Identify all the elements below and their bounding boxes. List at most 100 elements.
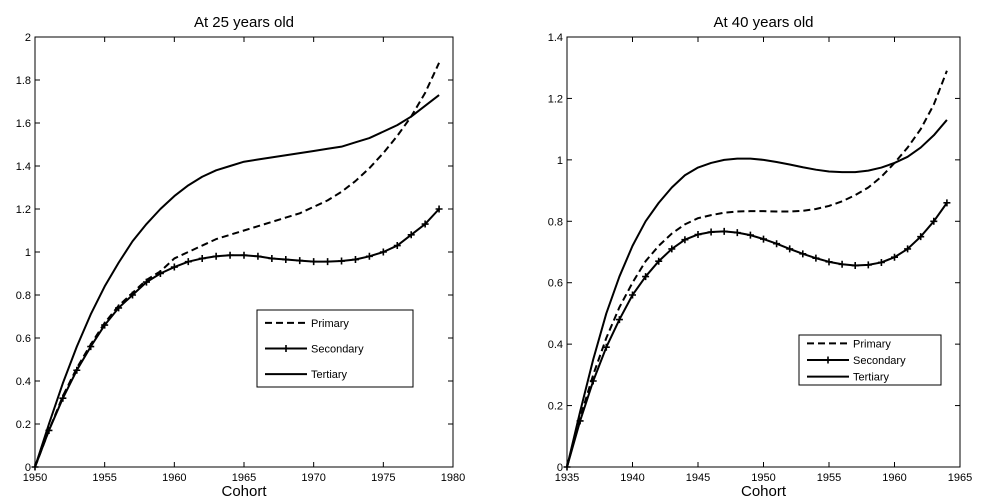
y-tick-label: 1 bbox=[557, 155, 563, 167]
x-tick-label: 1950 bbox=[751, 472, 775, 484]
legend-label-tertiary: Tertiary bbox=[853, 372, 890, 384]
data-point bbox=[760, 235, 767, 243]
y-tick-label: 2 bbox=[25, 32, 31, 44]
data-point bbox=[812, 254, 820, 262]
chart-panel-2: At 40 years old 1935 1940 1945 1950 1955 1960 1… bbox=[548, 14, 973, 500]
data-point bbox=[917, 233, 925, 241]
data-point bbox=[720, 227, 728, 235]
series-line-secondary bbox=[566, 202, 948, 468]
x-tick-label: 1970 bbox=[301, 472, 325, 484]
series-line-primary bbox=[34, 62, 440, 468]
data-point bbox=[142, 278, 150, 286]
data-point bbox=[212, 252, 220, 260]
y-tick-label: 0.4 bbox=[16, 376, 31, 388]
data-point bbox=[877, 258, 885, 266]
y-tick-label: 1.2 bbox=[16, 204, 31, 216]
legend-marker bbox=[824, 356, 832, 364]
series-line-primary bbox=[566, 70, 948, 468]
legend-marker bbox=[282, 345, 290, 352]
x-tick-label: 1955 bbox=[817, 472, 841, 484]
data-point bbox=[589, 377, 597, 385]
data-point bbox=[629, 291, 636, 299]
data-point bbox=[338, 257, 346, 265]
x-tick-label: 1940 bbox=[620, 472, 644, 484]
data-point bbox=[393, 242, 401, 250]
data-point bbox=[254, 252, 262, 260]
data-point bbox=[864, 261, 872, 269]
data-point bbox=[891, 253, 898, 261]
y-tick-label: 0.8 bbox=[16, 290, 31, 302]
data-point bbox=[198, 254, 206, 262]
x-tick-label: 1945 bbox=[686, 472, 710, 484]
y-tick-label: 0 bbox=[557, 462, 563, 474]
legend-label-tertiary: Tertiary bbox=[311, 369, 348, 381]
legend-label-primary: Primary bbox=[853, 338, 891, 350]
data-point bbox=[435, 205, 443, 213]
data-point bbox=[421, 220, 429, 228]
x-axis-label: Cohort bbox=[741, 483, 787, 500]
x-tick-label: 1960 bbox=[882, 472, 906, 484]
data-point bbox=[268, 254, 276, 262]
data-point bbox=[379, 248, 387, 256]
data-point bbox=[324, 258, 332, 266]
data-point bbox=[615, 316, 623, 324]
data-point bbox=[156, 270, 164, 277]
legend-label-secondary: Secondary bbox=[853, 355, 906, 367]
y-tick-label: 1.6 bbox=[16, 118, 31, 130]
data-point bbox=[87, 343, 95, 351]
data-point bbox=[746, 231, 754, 239]
y-tick-label: 0.6 bbox=[16, 333, 31, 345]
data-point bbox=[59, 394, 67, 402]
y-tick-label: 1.4 bbox=[548, 32, 563, 44]
x-tick-label: 1955 bbox=[92, 472, 116, 484]
series-line-tertiary bbox=[566, 119, 948, 468]
y-tick-label: 0.6 bbox=[548, 278, 563, 290]
data-point bbox=[351, 256, 359, 264]
chart-title: At 25 years old bbox=[194, 14, 294, 31]
x-tick-label: 1980 bbox=[441, 472, 465, 484]
data-point bbox=[73, 366, 81, 374]
data-point bbox=[642, 273, 650, 281]
chart-title: At 40 years old bbox=[713, 14, 813, 31]
data-point bbox=[282, 256, 290, 264]
data-point bbox=[240, 251, 248, 259]
data-point bbox=[296, 257, 304, 265]
y-tick-label: 0.2 bbox=[548, 401, 563, 413]
data-point bbox=[838, 260, 846, 268]
x-tick-label: 1935 bbox=[555, 472, 579, 484]
y-tick-label: 1.4 bbox=[16, 161, 31, 173]
data-point bbox=[115, 304, 123, 312]
y-tick-label: 0 bbox=[25, 462, 31, 474]
y-tick-label: 0.8 bbox=[548, 216, 563, 228]
data-point bbox=[904, 245, 912, 253]
data-point bbox=[184, 258, 192, 266]
data-point bbox=[786, 245, 794, 253]
legend-label-secondary: Secondary bbox=[311, 344, 364, 356]
data-point bbox=[707, 228, 715, 236]
data-point bbox=[799, 250, 807, 258]
data-point bbox=[930, 217, 938, 225]
data-point bbox=[407, 231, 415, 239]
data-point bbox=[851, 262, 859, 270]
y-tick-label: 1.8 bbox=[16, 75, 31, 87]
series-line-tertiary bbox=[34, 94, 440, 468]
data-point bbox=[773, 240, 781, 248]
data-point bbox=[310, 258, 318, 266]
y-tick-label: 0.2 bbox=[16, 419, 31, 431]
data-point bbox=[681, 236, 689, 244]
x-tick-label: 1975 bbox=[371, 472, 395, 484]
data-point bbox=[101, 321, 109, 329]
x-tick-label: 1965 bbox=[232, 472, 256, 484]
data-point bbox=[170, 263, 178, 271]
data-point bbox=[226, 251, 234, 259]
x-tick-label: 1965 bbox=[948, 472, 972, 484]
y-tick-label: 0.4 bbox=[548, 339, 563, 351]
data-point bbox=[365, 252, 373, 260]
data-point bbox=[668, 245, 676, 253]
chart-panel-1: At 25 years old 1950 1955 1960 1965 1970 1975 1… bbox=[16, 14, 466, 500]
data-point bbox=[825, 258, 833, 266]
data-point bbox=[602, 343, 610, 351]
data-point bbox=[694, 230, 702, 238]
data-point bbox=[655, 257, 663, 265]
